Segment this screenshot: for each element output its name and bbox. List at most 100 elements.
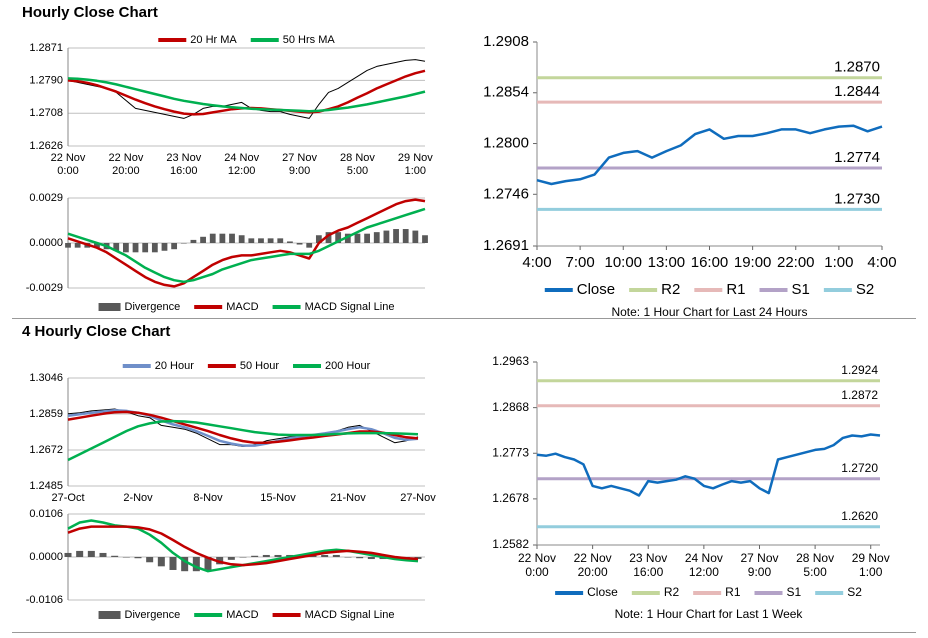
divergence-bar — [171, 243, 178, 250]
divergence-bar — [122, 557, 130, 558]
chart-note: Note: 1 Hour Chart for Last 24 Hours — [611, 305, 807, 319]
divergence-bar — [87, 550, 95, 557]
legend-swatch — [98, 303, 121, 311]
divergence-bar — [287, 241, 293, 243]
section-heading: 4 Hourly Close Chart — [22, 323, 171, 340]
x-tick-label: 10:00 — [604, 254, 643, 271]
y-tick-label: 1.2626 — [29, 140, 63, 152]
divergence-bar — [344, 233, 351, 243]
x-tick-label: 19:00 — [733, 254, 772, 271]
level-label: 1.2872 — [841, 388, 878, 402]
divergence-bar — [315, 235, 322, 243]
legend-label: S2 — [847, 585, 862, 599]
x-tick-label: 13:00 — [647, 254, 686, 271]
divergence-bar — [64, 552, 72, 557]
x-tick-label: 27-Oct — [51, 492, 85, 504]
y-tick-label: -0.0106 — [26, 594, 63, 606]
x-tick-label: 4:00 — [522, 254, 552, 271]
x-tick-label: 2-Nov — [123, 492, 153, 504]
legend-label: Divergence — [125, 301, 181, 313]
x-tick-label: 23 Nov 16:00 — [166, 152, 202, 178]
divergence-bar — [227, 557, 235, 560]
legend-label: 20 Hour — [155, 360, 194, 372]
y-tick-label: 1.2746 — [483, 185, 529, 202]
series-line — [536, 124, 883, 186]
divergence-bar — [209, 233, 216, 243]
divergence-bar — [239, 557, 247, 558]
y-tick-label: 0.0000 — [29, 551, 63, 563]
divergence-bar — [267, 238, 274, 243]
divergence-bar — [383, 230, 390, 243]
divergence-bar — [192, 557, 200, 572]
legend-label: S1 — [792, 281, 810, 298]
x-tick-label: 24 Nov 12:00 — [224, 152, 260, 178]
divergence-bar — [402, 229, 409, 243]
divergence-bar — [219, 233, 226, 243]
divergence-bar — [364, 233, 371, 243]
divergence-bar — [122, 243, 129, 253]
series-line — [67, 525, 419, 567]
legend-label: R1 — [726, 281, 745, 298]
x-tick-label: 22 Nov 20:00 — [573, 551, 612, 580]
x-tick-label: 8-Nov — [193, 492, 223, 504]
chart-note: Note: 1 Hour Chart for Last 1 Week — [615, 607, 804, 621]
divergence-bar — [99, 552, 107, 557]
x-tick-label: 16:00 — [690, 254, 729, 271]
y-tick-label: -0.0029 — [26, 282, 63, 294]
y-tick-label: 1.2963 — [492, 354, 529, 368]
divergence-bar — [354, 233, 361, 243]
level-label: 1.2924 — [841, 363, 878, 377]
legend-label: S2 — [856, 281, 874, 298]
legend-label: MACD Signal Line — [305, 609, 395, 621]
divergence-bar — [76, 550, 84, 557]
x-tick-label: 27-Nov — [400, 492, 436, 504]
x-tick-label: 28 Nov 5:00 — [796, 551, 835, 580]
divergence-bar — [274, 554, 282, 557]
legend-label: 50 Hrs MA — [283, 34, 336, 46]
legend-label: 200 Hour — [325, 360, 371, 372]
divergence-bar — [94, 243, 100, 248]
y-tick-label: 1.2868 — [492, 400, 529, 414]
series-line — [67, 419, 419, 462]
legend-label: MACD — [226, 301, 258, 313]
divergence-bar — [157, 557, 165, 567]
divergence-bar — [65, 243, 71, 248]
divergence-bar — [306, 243, 313, 248]
divergence-bar — [248, 238, 255, 243]
divergence-bar — [111, 555, 119, 557]
divergence-bar — [146, 557, 154, 563]
x-tick-label: 21-Nov — [330, 492, 366, 504]
section-heading: Hourly Close Chart — [22, 4, 158, 21]
divergence-bar — [180, 243, 187, 244]
series-line — [67, 410, 419, 444]
x-tick-label: 22 Nov 0:00 — [50, 152, 86, 178]
divergence-bar — [373, 232, 380, 243]
y-tick-label: 1.2485 — [29, 480, 63, 492]
legend-label: R2 — [661, 281, 680, 298]
y-tick-label: 1.2871 — [29, 42, 63, 54]
x-tick-label: 28 Nov 5:00 — [340, 152, 375, 178]
divergence-bar — [367, 557, 375, 560]
divergence-bar — [251, 555, 259, 557]
divergence-bar — [277, 238, 284, 243]
divergence-bar — [74, 243, 81, 248]
x-tick-label: 24 Nov 12:00 — [684, 551, 723, 580]
x-tick-label: 22:00 — [776, 254, 815, 271]
x-tick-label: 27 Nov 9:00 — [740, 551, 779, 580]
y-tick-label: 1.2708 — [29, 107, 63, 119]
legend-label: MACD — [226, 609, 258, 621]
legend-label: R1 — [725, 585, 741, 599]
level-label: 1.2620 — [841, 509, 878, 523]
divergence-bar — [229, 233, 235, 243]
legend-label: 20 Hr MA — [190, 34, 237, 46]
divergence-bar — [393, 229, 399, 243]
y-tick-label: 1.2790 — [29, 74, 63, 86]
y-tick-label: 1.2672 — [29, 444, 63, 456]
divergence-bar — [134, 557, 142, 559]
legend-label: Close — [587, 585, 618, 599]
series-line — [67, 77, 426, 113]
legend-swatch — [98, 611, 121, 619]
divergence-bar — [204, 557, 212, 571]
